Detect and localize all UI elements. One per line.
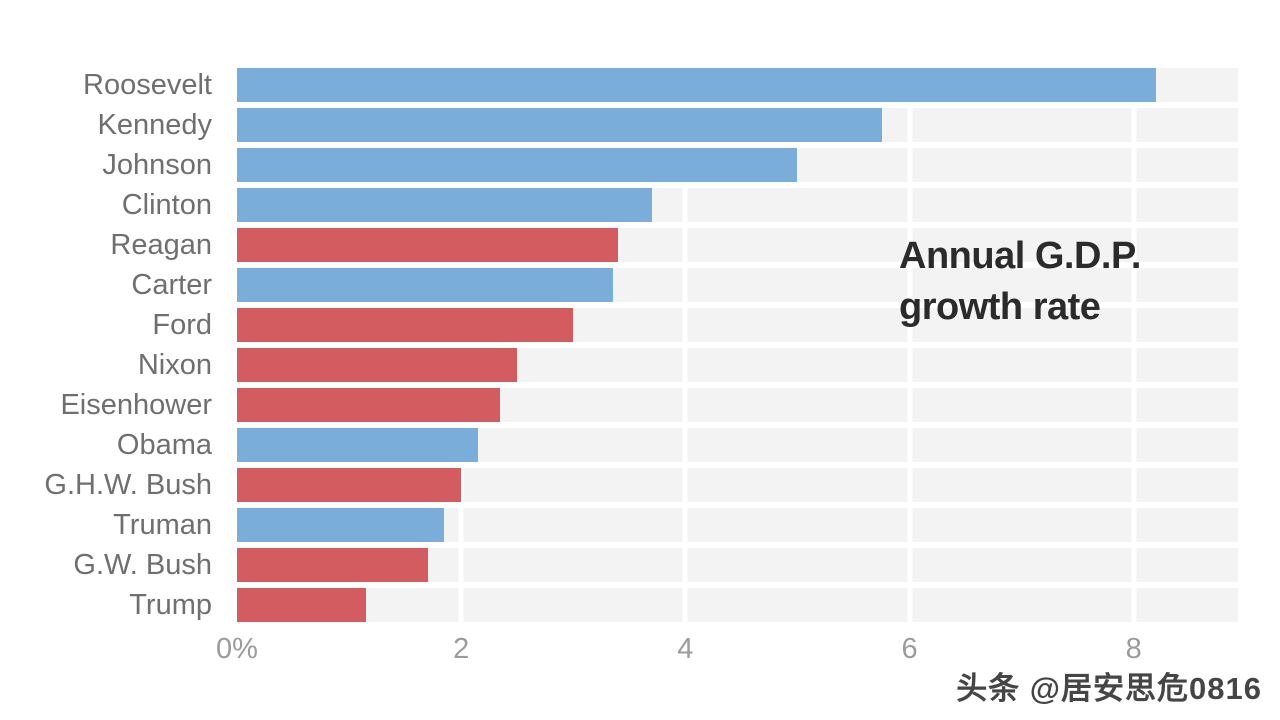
x-axis-tick: 8 <box>1125 633 1142 665</box>
category-label: Roosevelt <box>83 69 212 101</box>
category-label: Nixon <box>137 349 212 381</box>
gridline-6 <box>907 68 913 622</box>
bar-johnson <box>237 148 798 182</box>
bar-kennedy <box>237 108 882 142</box>
category-label: Johnson <box>102 149 212 181</box>
bar-obama <box>237 428 478 462</box>
x-axis-tick: 6 <box>901 633 918 665</box>
bar-trump <box>237 588 366 622</box>
bar-roosevelt <box>237 68 1157 102</box>
x-axis: 0% 2 4 6 8 <box>216 633 1238 667</box>
category-label: Ford <box>152 309 212 341</box>
gridline-8 <box>1131 68 1137 622</box>
bar-truman <box>237 508 445 542</box>
x-axis-tick: 2 <box>453 633 470 665</box>
category-label: Carter <box>131 269 212 301</box>
category-label: G.W. Bush <box>73 549 212 581</box>
bar-nixon <box>237 348 518 382</box>
chart-title-line-1: Annual G.D.P. <box>899 235 1141 277</box>
category-labels: Roosevelt Kennedy Johnson Clinton Reagan Cart… <box>0 68 212 622</box>
category-label: Kennedy <box>97 109 213 141</box>
category-label: Eisenhower <box>60 389 212 421</box>
bar-ford <box>237 308 574 342</box>
gridline-2 <box>458 68 464 622</box>
watermark: 头条 @居安思危0816 <box>956 671 1262 706</box>
chart-title-line-2: growth rate <box>899 286 1101 328</box>
category-label: G.H.W. Bush <box>44 469 212 501</box>
category-label: Obama <box>116 429 212 461</box>
gridline-4 <box>682 68 688 622</box>
bar-g-h-w-bush <box>237 468 462 502</box>
x-axis-tick: 4 <box>677 633 694 665</box>
bar-eisenhower <box>237 388 501 422</box>
bar-clinton <box>237 188 652 222</box>
category-label: Clinton <box>121 189 212 221</box>
bar-reagan <box>237 228 619 262</box>
plot-area <box>237 68 1238 622</box>
bar-carter <box>237 268 613 302</box>
chart-title: Annual G.D.P. growth rate <box>899 231 1141 333</box>
category-label: Reagan <box>110 229 212 261</box>
x-axis-tick: 0% <box>216 633 258 665</box>
category-label: Truman <box>113 509 212 541</box>
bar-g-w-bush <box>237 548 428 582</box>
category-label: Trump <box>129 589 212 621</box>
